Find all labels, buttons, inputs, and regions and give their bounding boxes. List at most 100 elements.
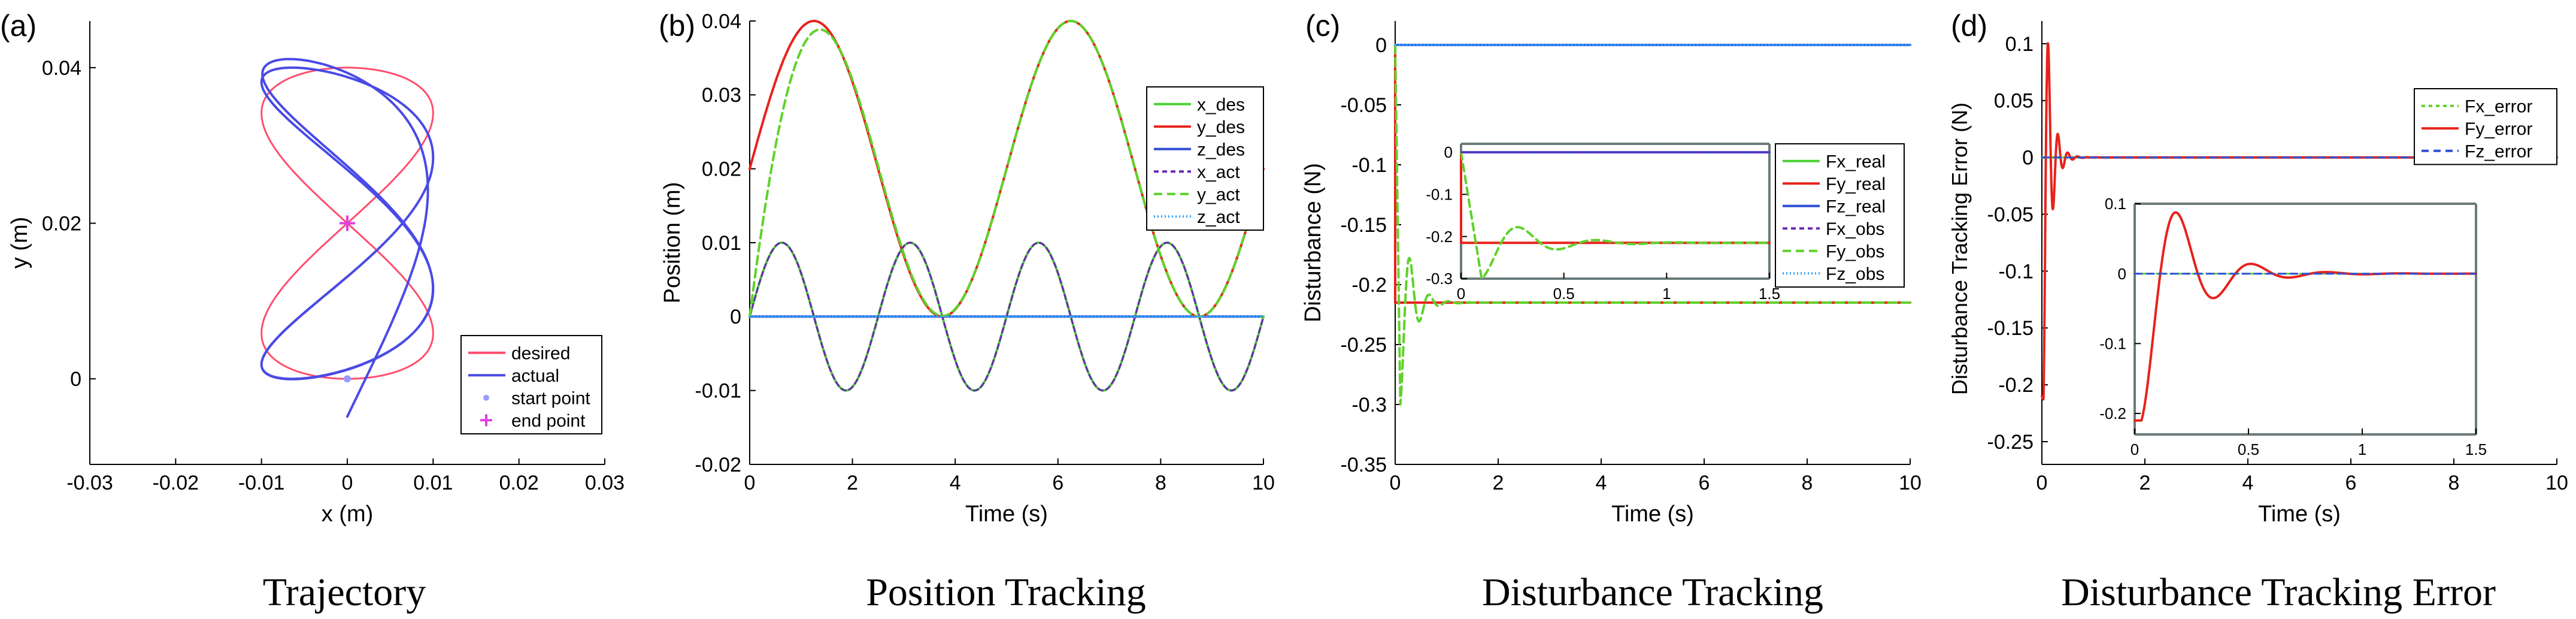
x-tick-label: 6 [2345,472,2357,494]
legend-marker [480,414,492,427]
legend-entry: y_des [1154,117,1245,137]
x-tick-label: 4 [1596,472,1607,494]
legend-label: actual [511,366,559,386]
panel-caption: Disturbance Tracking [1482,570,1823,614]
end-point-marker [340,215,355,231]
inset-fy-error-line [2133,211,2477,422]
y-tick-label: -0.01 [695,380,742,403]
legend-label: start point [511,389,590,409]
y-tick-label: -0.15 [1341,214,1387,237]
legend-label: x_des [1197,95,1245,115]
x-tick-label: 0.01 [413,472,453,494]
x-tick-label: 10 [2545,472,2568,494]
x-tick-label: 8 [2448,472,2460,494]
legend-label: Fx_real [1826,152,1886,172]
legend-entry: Fy_error [2422,119,2532,139]
legend-label: Fz_error [2465,142,2532,162]
panel-caption: Disturbance Tracking Error [2061,570,2496,614]
y-tick-label: -0.2 [1998,374,2033,397]
x-tick-label: -0.03 [66,472,113,494]
y-axis-label: y (m) [7,217,32,269]
x-tick-label: -0.01 [238,472,285,494]
inset-fy-obs-line [1460,151,1771,280]
x-tick-label: 0 [342,472,353,494]
legend-label: end point [511,411,586,431]
y-tick-label: -0.05 [1341,94,1387,117]
legend-entry: actual [468,366,559,386]
y-tick-label: -0.35 [1341,454,1387,476]
y-tick-label: 0.04 [42,57,81,80]
panel-label: (d) [1951,9,1987,43]
x-tick-label: 8 [1802,472,1813,494]
x-tick-label: 2 [1493,472,1504,494]
y-tick-label: 0 [2118,265,2126,283]
x-tick-label: 2 [2139,472,2151,494]
legend-label: x_act [1197,162,1240,182]
panel-caption: Position Tracking [866,570,1146,614]
y-axis-label: Disturbance Tracking Error (N) [1947,102,1972,395]
x-tick-label: 0 [2130,440,2139,458]
y-tick-label: 0 [1444,143,1453,161]
legend-entry: x_act [1154,162,1240,182]
x-tick-label: 0 [744,472,756,494]
y-tick-label: 0.03 [702,84,741,107]
x-tick-label: 10 [1252,472,1275,494]
y-tick-label: -0.3 [1426,270,1453,288]
chart-position-tracking: 0 2 4 6 8 10 -0.02 -0.01 0 0.01 0.02 0.03 0.04 x_desy… [660,10,1275,527]
legend-entry: Fz_real [1783,197,1886,217]
x-axis-label: Time (s) [1611,502,1694,527]
y-tick-label: 0.1 [2005,33,2033,56]
y-tick-label: 0.04 [702,10,741,33]
y-axis-label: Disturbance (N) [1301,163,1326,322]
legend-entry: Fy_obs [1783,242,1884,262]
y-tick-label: -0.2 [1426,228,1453,246]
legend-label: desired [511,344,570,364]
fy-obs-line [1394,44,1911,406]
x-tick-label: 1 [2358,440,2366,458]
y-tick-label: 0.05 [1994,90,2033,113]
legend-box [1775,143,1905,288]
legend-entry: x_des [1154,95,1245,115]
y-tick-label: -0.1 [1998,260,2033,283]
y-tick-label: -0.05 [1987,203,2034,226]
axes-background [2135,204,2476,434]
y-tick-label: -0.1 [1351,154,1387,177]
x-axis-label: Time (s) [965,502,1048,527]
legend-label: Fx_obs [1826,219,1884,239]
legend-entry: z_act [1154,207,1240,227]
legend-entry: start point [483,389,590,409]
legend-entry: Fz_obs [1783,264,1884,284]
y-tick-label: -0.2 [1351,274,1387,297]
y-tick-label: 0.01 [702,232,741,255]
x-tick-label: 0 [2036,472,2048,494]
legend-label: Fx_error [2465,97,2532,117]
x-axis-label: Time (s) [2258,502,2341,527]
x-tick-label: 0.5 [2238,440,2259,458]
legend-label: Fy_obs [1826,242,1884,262]
x-tick-label: 0 [1390,472,1401,494]
legend-entry: Fy_real [1783,174,1886,194]
legend-entry: y_act [1154,185,1240,205]
legend-label: Fy_real [1826,174,1886,194]
x-tick-label: 2 [847,472,858,494]
legend-marker [483,394,489,401]
x-tick-label: 0.02 [499,472,539,494]
x-tick-label: 0.5 [1553,285,1575,303]
y-tick-label: -0.25 [1987,431,2034,454]
actual-trajectory-line [260,58,435,418]
legend-entry: Fz_error [2422,142,2532,162]
legend-label: z_des [1197,140,1245,160]
start-point-marker [344,375,351,383]
legend-label: Fz_real [1826,197,1886,217]
x-tick-label: 0.03 [585,472,625,494]
legend-entry: Fx_error [2422,97,2532,117]
axes-background [1461,144,1769,279]
y-axis-label: Position (m) [660,182,685,304]
x-tick-label: 4 [950,472,961,494]
y-tick-label: -0.25 [1341,334,1387,357]
chart-disturbance-tracking: 0 2 4 6 8 10-0.35-0.3-0.25-0.2-0.15-0.1-0.050… [1301,21,1922,527]
x-tick-label: 6 [1052,472,1063,494]
legend-entry: end point [480,411,586,431]
